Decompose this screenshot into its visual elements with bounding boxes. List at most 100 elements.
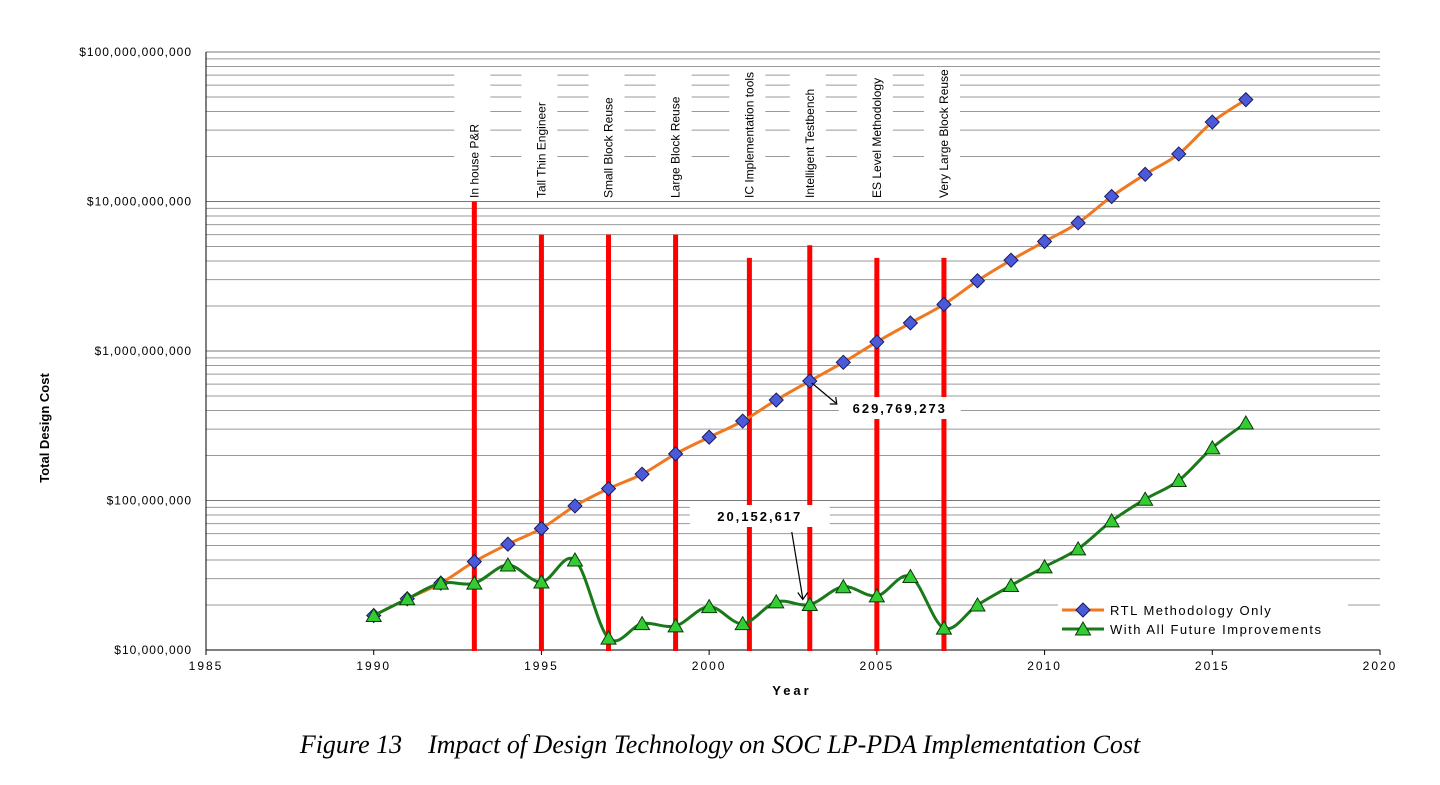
data-point (935, 620, 953, 635)
data-point (1238, 91, 1254, 108)
milestone-label-box (789, 74, 826, 200)
tick-labels: 1985 1990 1995 2000 2005 2010 2015 2020 $10,000,… (79, 45, 1398, 673)
y-tick-label: $10,000,000,000 (87, 195, 192, 209)
data-point (902, 568, 919, 584)
data-point (566, 551, 584, 567)
legend-label: RTL Methodology Only (1110, 603, 1272, 618)
data-point (1136, 491, 1154, 506)
milestone-label-box (655, 74, 692, 200)
annotation-box (689, 505, 830, 527)
data-point (1070, 215, 1086, 231)
y-tick-label: $1,000,000,000 (95, 344, 192, 358)
series-layer (365, 91, 1255, 645)
data-point (1103, 512, 1121, 528)
chart: In house P&R Tall Thin Engineer Small Bloc… (37, 45, 1398, 698)
annotation-arrow (811, 382, 837, 404)
data-point (734, 413, 751, 429)
series-1 (366, 91, 1254, 624)
data-point (1002, 577, 1020, 593)
series-2 (365, 414, 1255, 645)
milestone-label-box (923, 74, 960, 200)
data-point (969, 273, 986, 289)
x-tick-label: 1985 (189, 659, 224, 673)
data-point (1003, 252, 1019, 268)
data-point (500, 536, 516, 552)
data-point (465, 575, 483, 590)
milestone-label-box (729, 74, 766, 200)
data-point (533, 520, 550, 537)
annotation-box (838, 397, 961, 420)
milestone-label-box (588, 74, 625, 200)
data-point (1069, 540, 1087, 556)
milestone-label: Large Block Reuse (669, 96, 683, 198)
data-point (667, 617, 684, 633)
milestone-label: Tall Thin Engineer (534, 102, 548, 198)
annotation-arrowhead (829, 396, 838, 405)
x-tick-label: 1995 (524, 659, 559, 673)
data-point (1036, 233, 1053, 250)
data-point (600, 480, 617, 497)
x-tick-label: 2010 (1027, 659, 1062, 673)
x-tick-label: 2005 (860, 659, 895, 673)
legend: RTL Methodology Only With All Future Impr… (1058, 596, 1348, 640)
data-point (767, 593, 785, 609)
annotation-label: 629,769,273 (853, 401, 947, 416)
data-point (1237, 414, 1255, 430)
x-axis-title: Year (772, 683, 811, 698)
figure-caption: Figure 13 Impact of Design Technology on … (0, 730, 1440, 760)
y-tick-label: $10,000,000 (114, 643, 192, 657)
data-point (1171, 146, 1187, 162)
milestone-label-box (521, 74, 558, 200)
milestone-label-box (856, 74, 893, 200)
data-point (432, 575, 450, 590)
data-point (700, 598, 718, 614)
x-tick-label: 2000 (692, 659, 727, 673)
annotation-layer: 629,769,273 20,152,617 (689, 382, 961, 601)
data-point (1203, 439, 1221, 455)
legend-marker (1075, 602, 1091, 618)
y-axis-title: Total Design Cost (37, 373, 52, 483)
data-point (936, 296, 952, 313)
grid (206, 51, 1380, 651)
data-point (701, 429, 717, 445)
data-point (969, 596, 986, 612)
milestone-label-box (454, 74, 491, 200)
data-point (1036, 558, 1053, 574)
axes (205, 52, 1381, 655)
milestone-label: ES Level Methodology (870, 78, 884, 198)
milestone-label: IC Implementation tools (742, 72, 756, 198)
data-point (466, 553, 483, 570)
data-point (768, 392, 784, 408)
y-tick-label: $100,000,000 (107, 494, 192, 508)
data-point (499, 557, 517, 572)
data-point (667, 446, 684, 462)
annotation-arrow (791, 531, 804, 599)
annotation-label: 20,152,617 (717, 509, 802, 524)
x-tick-label: 2020 (1363, 659, 1398, 673)
data-point (533, 574, 550, 589)
data-point (567, 498, 583, 514)
data-point (835, 354, 852, 371)
legend-box (1058, 596, 1348, 640)
data-point (902, 315, 919, 331)
annotation-arrowhead (797, 592, 809, 601)
data-point (1204, 114, 1220, 130)
data-point (1103, 188, 1120, 205)
data-point (801, 596, 819, 612)
data-point (634, 466, 650, 482)
milestone-label: In house P&R (467, 124, 481, 198)
legend-label: With All Future Improvements (1110, 622, 1323, 637)
data-point (869, 334, 885, 350)
data-point (1170, 472, 1188, 488)
figure-number: Figure 13 (299, 730, 403, 759)
milestone-label: Intelligent Testbench (803, 89, 817, 198)
x-tick-label: 1990 (356, 659, 391, 673)
milestone-label: Small Block Reuse (602, 97, 616, 198)
milestone-labels: In house P&R Tall Thin Engineer Small Bloc… (454, 69, 960, 200)
data-point (633, 615, 651, 631)
data-point (868, 587, 886, 603)
data-point (1137, 166, 1153, 183)
data-point (365, 607, 383, 623)
data-point (398, 590, 416, 606)
data-point (734, 615, 752, 631)
